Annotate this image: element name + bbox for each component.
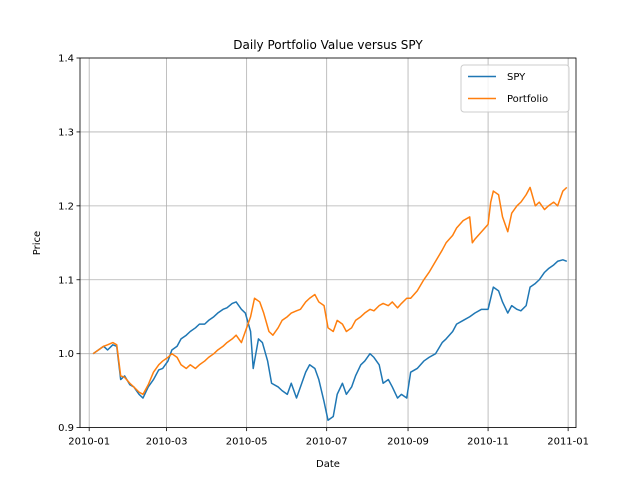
chart-title: Daily Portfolio Value versus SPY xyxy=(233,38,423,52)
y-axis-label: Price xyxy=(32,231,43,255)
x-tick-label: 2010-03 xyxy=(146,437,188,448)
y-tick-label: 1.1 xyxy=(58,275,74,286)
y-tick-label: 0.9 xyxy=(58,423,74,434)
series-lines xyxy=(92,186,568,421)
series-line-portfolio xyxy=(92,186,568,396)
y-tick-label: 1.0 xyxy=(58,349,74,360)
x-tick-label: 2010-09 xyxy=(387,437,429,448)
x-tick-label: 2011-01 xyxy=(547,437,589,448)
y-axis: 0.9 1.0 1.1 1.2 1.3 1.4 xyxy=(58,54,80,434)
x-axis-label: Date xyxy=(316,459,340,470)
x-tick-label: 2010-07 xyxy=(306,437,348,448)
y-tick-label: 1.3 xyxy=(58,127,74,138)
legend-label-portfolio: Portfolio xyxy=(507,94,548,105)
y-tick-label: 1.2 xyxy=(58,201,74,212)
x-tick-label: 2010-05 xyxy=(226,437,268,448)
y-tick-label: 1.4 xyxy=(58,54,74,65)
x-tick-label: 2010-01 xyxy=(68,437,110,448)
legend: SPY Portfolio xyxy=(460,64,570,113)
x-axis: 2010-01 2010-03 2010-05 2010-07 2010-09 2010-… xyxy=(68,427,589,448)
plot-frame xyxy=(79,57,577,429)
x-tick-label: 2010-11 xyxy=(467,437,509,448)
legend-label-spy: SPY xyxy=(507,72,526,83)
